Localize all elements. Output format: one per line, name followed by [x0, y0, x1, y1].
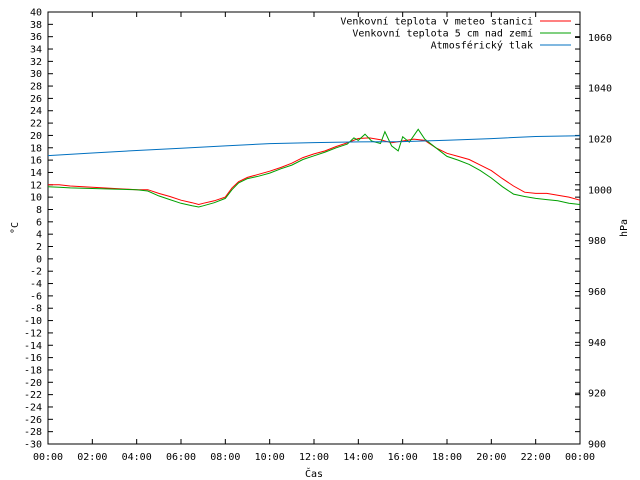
x-tick-label: 20:00	[476, 452, 506, 463]
left-tick-label: 10	[30, 193, 42, 204]
left-tick-label: -16	[24, 353, 42, 364]
left-tick-label: -18	[24, 365, 42, 376]
x-tick-label: 08:00	[210, 452, 240, 463]
left-tick-label: 28	[30, 82, 42, 93]
left-tick-label: 20	[30, 131, 42, 142]
series-lines	[47, 128, 581, 208]
x-tick-label: 02:00	[77, 452, 107, 463]
left-tick-label: -4	[30, 279, 42, 290]
right-tick-label: 900	[588, 440, 606, 451]
left-tick-label: -22	[24, 390, 42, 401]
right-tick-label: 1000	[588, 185, 612, 196]
left-tick-label: 24	[30, 106, 42, 117]
x-tick-label: 16:00	[388, 452, 418, 463]
left-tick-label: 18	[30, 143, 42, 154]
left-tick-label: -26	[24, 415, 42, 426]
x-tick-label: 04:00	[122, 452, 152, 463]
legend: Venkovní teplota v meteo staniciVenkovní…	[340, 16, 571, 52]
left-tick-label: 2	[36, 242, 42, 253]
left-tick-label: -30	[24, 440, 42, 451]
left-tick-label: 34	[30, 45, 42, 56]
left-tick-label: 14	[30, 168, 42, 179]
right-tick-label: 1040	[588, 84, 612, 95]
x-tick-label: 14:00	[343, 452, 373, 463]
right-axis: 1060 1040 1020 1000 980 960 940 920 900	[575, 33, 612, 451]
left-tick-label: 30	[30, 69, 42, 80]
legend-label-3: Atmosférický tlak	[431, 40, 533, 52]
x-axis: 00:00 02:00 04:00 06:00 08:00 10:00 12:00 14:00…	[33, 12, 595, 463]
x-tick-label: 00:00	[33, 452, 63, 463]
left-tick-label: -28	[24, 427, 42, 438]
left-tick-label: -14	[24, 341, 42, 352]
right-tick-label: 1020	[588, 135, 612, 146]
left-tick-label: 6	[36, 217, 42, 228]
left-tick-label: -6	[30, 291, 42, 302]
y-axis-title-right: hPa	[619, 219, 630, 237]
left-tick-label: 26	[30, 94, 42, 105]
left-tick-label: -2	[30, 267, 42, 278]
right-tick-label: 960	[588, 287, 606, 298]
series-line-1	[48, 137, 581, 206]
left-axis: 4038363432302826242220181614121086420-2-…	[24, 8, 580, 451]
right-tick-label: 940	[588, 338, 606, 349]
left-tick-label: 36	[30, 32, 42, 43]
left-tick-label: 8	[36, 205, 42, 216]
x-tick-label: 12:00	[299, 452, 329, 463]
x-tick-label: 10:00	[255, 452, 285, 463]
left-tick-label: 0	[36, 254, 42, 265]
legend-label-1: Venkovní teplota v meteo stanici	[340, 16, 533, 28]
left-tick-label: -20	[24, 378, 42, 389]
left-tick-label: -24	[24, 402, 42, 413]
left-tick-label: 22	[30, 119, 42, 130]
left-tick-label: 40	[30, 8, 42, 19]
left-tick-label: 12	[30, 180, 42, 191]
left-tick-label: 32	[30, 57, 42, 68]
plot-frame	[47, 11, 581, 445]
x-axis-title: Čas	[305, 467, 323, 480]
right-tick-label: 980	[588, 236, 606, 247]
x-tick-label: 06:00	[166, 452, 196, 463]
right-tick-label: 1060	[588, 33, 612, 44]
left-tick-label: -12	[24, 328, 42, 339]
series-line-3	[47, 135, 581, 157]
legend-label-2: Venkovní teplota 5 cm nad zemí	[352, 28, 533, 40]
y-axis-title-left: °C	[10, 222, 21, 234]
x-tick-label: 00:00	[565, 452, 595, 463]
right-tick-label: 920	[588, 389, 606, 400]
left-tick-label: 38	[30, 20, 42, 31]
x-tick-label: 22:00	[521, 452, 551, 463]
left-tick-label: 4	[36, 230, 42, 241]
left-tick-label: -10	[24, 316, 42, 327]
left-tick-label: -8	[30, 304, 42, 315]
series-line-2	[47, 128, 581, 208]
left-tick-label: 16	[30, 156, 42, 167]
x-tick-label: 18:00	[432, 452, 462, 463]
